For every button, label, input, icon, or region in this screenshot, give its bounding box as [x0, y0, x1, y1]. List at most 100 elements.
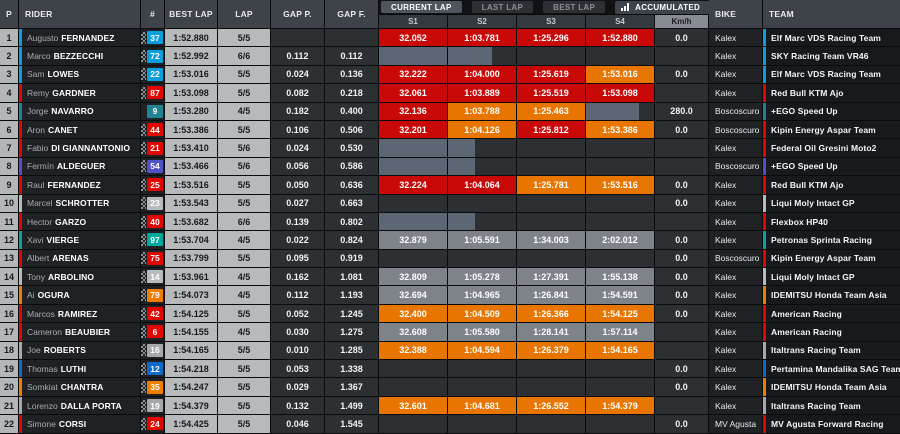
team-cell: Elf Marc VDS Racing Team [763, 29, 900, 47]
rider-color-bar [19, 341, 22, 360]
sector-header-s3: S3 [517, 15, 585, 28]
rider-row[interactable]: Lorenzo DALLA PORTA [19, 396, 140, 415]
bike-cell: Kalex [709, 323, 762, 341]
team-name: Liqui Moly Intact GP [771, 198, 855, 209]
rider-row[interactable]: Ai OGURA [19, 286, 140, 304]
rider-row[interactable]: Raul FERNANDEZ [19, 176, 140, 194]
sector-4-cell [586, 415, 654, 433]
rider-color-bar [19, 360, 22, 378]
rider-color-bar [19, 102, 22, 120]
position-cell: 7 [0, 139, 18, 157]
team-name: Pertamina Mandalika SAG Team [771, 363, 900, 374]
position-cell: 15 [0, 286, 18, 304]
gap-prev-cell: 0.056 [271, 157, 324, 176]
rider-row[interactable]: Marcel SCHROTTER [19, 194, 140, 212]
gap-prev-cell: 0.112 [271, 47, 324, 65]
lap-count-cell: 5/5 [218, 120, 270, 139]
checkered-flag-icon [141, 123, 146, 136]
sector-1-cell: 32.136 [379, 102, 447, 120]
rider-color-bar [19, 65, 22, 84]
gap-first-cell: 1.499 [325, 396, 378, 415]
checkered-flag-icon [141, 289, 146, 302]
team-cell: Kipin Energy Aspar Team [763, 120, 900, 139]
speed-cell: 0.0 [655, 415, 708, 433]
rider-last-name: BEZZECCHI [53, 51, 104, 62]
tab-last-lap[interactable]: LAST LAP [471, 1, 534, 13]
sector-2-cell: 1:04.509 [448, 304, 516, 323]
sector-1-cell: 32.809 [379, 268, 447, 286]
gap-prev-cell: 0.082 [271, 84, 324, 102]
rider-number-cell: 9 [141, 102, 164, 120]
sector-4-cell: 1:54.379 [586, 396, 654, 415]
team-color-bar [763, 157, 766, 176]
team-name: American Racing [771, 308, 842, 319]
position-cell: 8 [0, 157, 18, 176]
bike-cell: Kalex [709, 194, 762, 212]
bike-cell: MV Agusta [709, 415, 762, 433]
team-name: Red Bull KTM Ajo [771, 87, 844, 98]
rider-first-name: Hector [27, 216, 53, 227]
gap-first-cell: 0.824 [325, 231, 378, 249]
rider-row[interactable]: Joe ROBERTS [19, 341, 140, 360]
rider-row[interactable]: Thomas LUTHI [19, 360, 140, 378]
rider-number-badge: 37 [147, 31, 163, 45]
rider-last-name: ARENAS [52, 253, 89, 264]
best-lap-cell: 1:52.992 [165, 47, 217, 65]
rider-row[interactable]: Augusto FERNANDEZ [19, 29, 140, 47]
sector-3-cell [517, 157, 585, 176]
sector-4-cell: 1:52.880 [586, 29, 654, 47]
rider-number-badge: 44 [147, 123, 163, 137]
rider-row[interactable]: Marco BEZZECCHI [19, 47, 140, 65]
sector-header-s1: S1 [379, 15, 447, 28]
gap-prev-cell: 0.182 [271, 102, 324, 120]
rider-number-cell: 44 [141, 120, 164, 139]
rider-first-name: Raul [27, 179, 45, 190]
team-cell: American Racing [763, 323, 900, 341]
speed-cell [655, 341, 708, 360]
sector-progress-bar [586, 102, 640, 120]
rider-row[interactable]: Jorge NAVARRO [19, 102, 140, 120]
team-color-bar [763, 29, 766, 47]
checkered-flag-icon [141, 68, 146, 81]
rider-row[interactable]: Fabio DI GIANNANTONIO [19, 139, 140, 157]
col-header-lap: LAP [218, 0, 270, 28]
rider-row[interactable]: Fermín ALDEGUER [19, 157, 140, 176]
speed-cell [655, 157, 708, 176]
rider-row[interactable]: Tony ARBOLINO [19, 268, 140, 286]
bike-cell: Kalex [709, 139, 762, 157]
lap-count-cell: 6/6 [218, 47, 270, 65]
rider-last-name: FERNANDEZ [47, 179, 101, 190]
rider-row[interactable]: Cameron BEAUBIER [19, 323, 140, 341]
checkered-flag-icon [141, 86, 146, 99]
tab-current-lap[interactable]: CURRENT LAP [381, 1, 462, 13]
gap-first-cell: 0.506 [325, 120, 378, 139]
rider-row[interactable]: Albert ARENAS [19, 249, 140, 268]
speed-cell: 0.0 [655, 249, 708, 268]
rider-row[interactable]: Aron CANET [19, 120, 140, 139]
rider-number-cell: 79 [141, 286, 164, 304]
sector-2-cell: 1:05.278 [448, 268, 516, 286]
sector-3-cell [517, 139, 585, 157]
rider-color-bar [19, 120, 22, 139]
sector-3-cell: 1:28.141 [517, 323, 585, 341]
team-cell: Pertamina Mandalika SAG Team [763, 360, 900, 378]
rider-row[interactable]: Marcos RAMIREZ [19, 304, 140, 323]
rider-first-name: Marcos [27, 308, 55, 319]
checkered-flag-icon [141, 307, 146, 320]
sector-3-cell: 1:25.619 [517, 65, 585, 84]
checkered-flag-icon [141, 252, 146, 265]
bike-cell: Kalex [709, 65, 762, 84]
rider-row[interactable]: Sam LOWES [19, 65, 140, 84]
rider-row[interactable]: Somkiat CHANTRA [19, 378, 140, 396]
tab-best-lap[interactable]: BEST LAP [543, 1, 606, 13]
rider-row[interactable]: Xavi VIERGE [19, 231, 140, 249]
best-lap-cell: 1:53.682 [165, 212, 217, 231]
team-color-bar [763, 286, 766, 304]
rider-row[interactable]: Remy GARDNER [19, 84, 140, 102]
speed-cell: 0.0 [655, 268, 708, 286]
speed-cell [655, 47, 708, 65]
position-cell: 1 [0, 29, 18, 47]
rider-row[interactable]: Simone CORSI [19, 415, 140, 433]
rider-row[interactable]: Hector GARZO [19, 212, 140, 231]
sector-4-cell: 1:54.125 [586, 304, 654, 323]
